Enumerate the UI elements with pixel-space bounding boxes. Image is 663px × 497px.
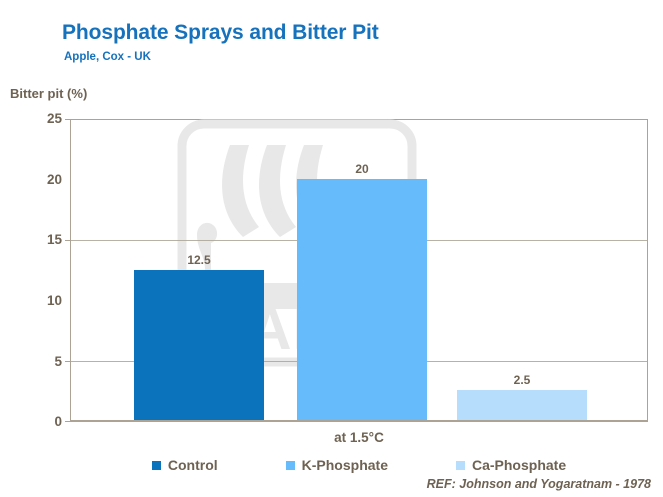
y-axis-tick-group: 25 20 15 10 5 0 [0, 112, 62, 428]
y-tick-mark-0 [65, 421, 70, 422]
legend-swatch-icon-control [151, 460, 161, 470]
y-tick-label-10: 10 [46, 293, 62, 308]
legend-label-ca-phosphate: Ca-Phosphate [471, 457, 567, 473]
chart-title: Phosphate Sprays and Bitter Pit [62, 21, 379, 44]
chart-subtitle: Apple, Cox - UK [64, 51, 151, 63]
reference-note: REF: Johnson and Yogaratnam - 1978 [426, 477, 651, 491]
bar-ca-phosphate[interactable] [457, 390, 587, 420]
y-tick-mark-15 [65, 240, 70, 241]
y-tick-label-20: 20 [46, 172, 62, 187]
legend-label-control: Control [167, 457, 218, 473]
y-tick-label-0: 0 [54, 414, 62, 429]
y-tick-mark-25 [65, 119, 70, 120]
y-tick-label-5: 5 [54, 354, 62, 369]
legend-item-control[interactable]: Control [151, 457, 218, 473]
legend-swatch-icon-ca-phosphate [455, 460, 465, 470]
bar-k-phosphate[interactable] [297, 179, 427, 420]
bar-control[interactable] [134, 270, 264, 420]
chart-legend: Control K-Phosphate Ca-Phosphate [70, 454, 648, 476]
y-tick-label-15: 15 [46, 232, 62, 247]
bar-label-ca-phosphate: 2.5 [513, 373, 531, 387]
bar-label-control: 12.5 [187, 253, 211, 267]
y-axis-title: Bitter pit (%) [10, 86, 88, 101]
y-tick-mark-5 [65, 361, 70, 362]
legend-label-k-phosphate: K-Phosphate [301, 457, 388, 473]
legend-item-k-phosphate[interactable]: K-Phosphate [285, 457, 388, 473]
x-axis-label: at 1.5°C [334, 430, 384, 445]
plot-area: YARA 12.5 20 2.5 [70, 119, 648, 422]
legend-swatch-icon-k-phosphate [285, 460, 295, 470]
bar-label-k-phosphate: 20 [355, 162, 369, 176]
legend-item-ca-phosphate[interactable]: Ca-Phosphate [455, 457, 567, 473]
y-tick-label-25: 25 [46, 111, 62, 126]
